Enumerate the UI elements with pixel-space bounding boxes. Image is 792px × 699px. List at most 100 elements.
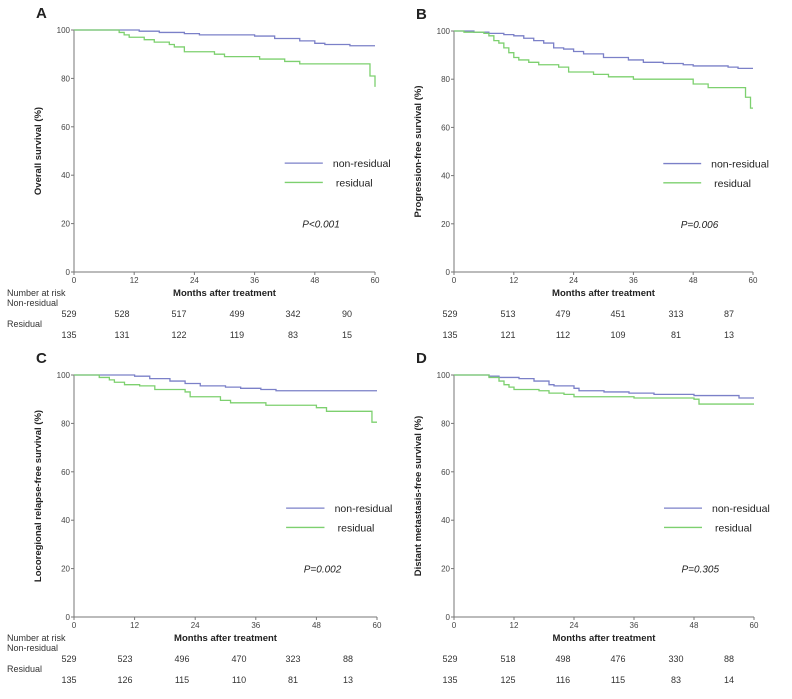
- x-tick-label: 48: [689, 276, 698, 285]
- x-tick-label: 36: [251, 621, 260, 630]
- at-risk-residual: 115: [611, 675, 625, 685]
- y-tick-label: 60: [61, 468, 70, 477]
- x-tick-label: 48: [312, 621, 321, 630]
- y-tick-label: 0: [66, 268, 71, 277]
- km-curve-residual: [454, 30, 753, 109]
- at-risk-residual: 131: [114, 330, 129, 340]
- x-tick-label: 0: [72, 621, 77, 630]
- x-axis-label: Months after treatment: [173, 288, 277, 299]
- y-tick-label: 80: [61, 419, 70, 428]
- at-risk-non-residual: 470: [231, 654, 246, 664]
- at-risk-residual: 81: [288, 675, 298, 685]
- at-risk-non-residual: 529: [442, 654, 457, 664]
- at-risk-residual: 135: [442, 675, 457, 685]
- y-tick-label: 80: [61, 74, 70, 83]
- risk-row-label: Non-residual: [7, 298, 58, 308]
- at-risk-residual: 121: [500, 330, 515, 340]
- y-tick-label: 0: [446, 613, 451, 622]
- km-curve-residual: [454, 374, 754, 405]
- panel-letter: A: [36, 5, 47, 22]
- at-risk-residual: 83: [288, 330, 298, 340]
- at-risk-non-residual: 523: [117, 654, 132, 664]
- at-risk-residual: 116: [556, 675, 570, 685]
- x-tick-label: 60: [373, 621, 382, 630]
- at-risk-residual: 15: [342, 330, 352, 340]
- at-risk-non-residual: 529: [61, 309, 76, 319]
- risk-row-label: Residual: [7, 664, 42, 674]
- at-risk-non-residual: 476: [610, 654, 625, 664]
- y-tick-label: 20: [441, 565, 450, 574]
- at-risk-non-residual: 496: [174, 654, 189, 664]
- y-tick-label: 40: [61, 171, 70, 180]
- legend-label-non-residual: non-residual: [712, 503, 770, 515]
- y-tick-label: 60: [61, 123, 70, 132]
- at-risk-residual: 109: [610, 330, 625, 340]
- y-tick-label: 20: [61, 220, 70, 229]
- legend-label-residual: residual: [714, 178, 751, 190]
- y-tick-label: 60: [441, 123, 450, 132]
- x-tick-label: 48: [310, 276, 319, 285]
- at-risk-residual: 135: [61, 675, 76, 685]
- risk-table-title: Number at risk: [7, 288, 66, 298]
- x-tick-label: 24: [191, 621, 200, 630]
- at-risk-non-residual: 87: [724, 309, 734, 319]
- p-value: P=0.002: [304, 565, 342, 576]
- at-risk-non-residual: 313: [668, 309, 683, 319]
- x-tick-label: 24: [570, 621, 579, 630]
- x-tick-label: 12: [130, 276, 139, 285]
- at-risk-residual: 122: [171, 330, 186, 340]
- at-risk-non-residual: 323: [285, 654, 300, 664]
- p-value: P=0.305: [682, 565, 720, 576]
- y-tick-label: 20: [441, 220, 450, 229]
- km-curve-non-residual: [454, 30, 753, 70]
- at-risk-residual: 110: [232, 675, 246, 685]
- at-risk-residual: 135: [442, 330, 457, 340]
- at-risk-non-residual: 499: [229, 309, 244, 319]
- x-tick-label: 0: [72, 276, 77, 285]
- y-tick-label: 40: [441, 516, 450, 525]
- y-tick-label: 20: [61, 565, 70, 574]
- legend-label-non-residual: non-residual: [711, 159, 769, 171]
- at-risk-non-residual: 529: [61, 654, 76, 664]
- km-curve-non-residual: [74, 29, 375, 47]
- at-risk-non-residual: 88: [724, 654, 734, 664]
- y-tick-label: 80: [441, 75, 450, 84]
- km-curve-residual: [74, 29, 376, 87]
- x-axis-label: Months after treatment: [174, 633, 278, 644]
- at-risk-residual: 119: [230, 330, 244, 340]
- x-tick-label: 36: [250, 276, 259, 285]
- y-axis-label: Progression-free survival (%): [413, 86, 424, 218]
- y-tick-label: 40: [61, 516, 70, 525]
- at-risk-non-residual: 451: [610, 309, 625, 319]
- at-risk-residual: 13: [724, 330, 734, 340]
- y-tick-label: 60: [441, 468, 450, 477]
- legend-label-non-residual: non-residual: [333, 158, 391, 170]
- p-value: P<0.001: [302, 220, 340, 231]
- legend-label-residual: residual: [715, 522, 752, 534]
- at-risk-non-residual: 517: [171, 309, 186, 319]
- panel-a: A 0 20 40 60 80 100 0 12 24 36 48 60 Months after tre…: [7, 5, 391, 340]
- panel-letter: D: [416, 350, 427, 367]
- x-tick-label: 12: [130, 621, 139, 630]
- risk-table-title: Number at risk: [7, 633, 66, 643]
- x-tick-label: 12: [510, 621, 519, 630]
- risk-row-label: Residual: [7, 319, 42, 329]
- at-risk-residual: 83: [671, 675, 681, 685]
- x-tick-label: 60: [749, 276, 758, 285]
- panel-letter: B: [416, 6, 427, 23]
- km-curve-non-residual: [74, 374, 377, 392]
- x-tick-label: 48: [690, 621, 699, 630]
- x-tick-label: 24: [569, 276, 578, 285]
- legend-label-residual: residual: [338, 522, 375, 534]
- at-risk-residual: 125: [500, 675, 515, 685]
- x-axis-label: Months after treatment: [552, 288, 656, 299]
- at-risk-residual: 115: [175, 675, 189, 685]
- at-risk-non-residual: 88: [343, 654, 353, 664]
- at-risk-non-residual: 528: [114, 309, 129, 319]
- x-tick-label: 36: [630, 621, 639, 630]
- at-risk-residual: 13: [343, 675, 353, 685]
- p-value: P=0.006: [681, 220, 719, 231]
- y-tick-label: 40: [441, 172, 450, 181]
- at-risk-non-residual: 330: [668, 654, 683, 664]
